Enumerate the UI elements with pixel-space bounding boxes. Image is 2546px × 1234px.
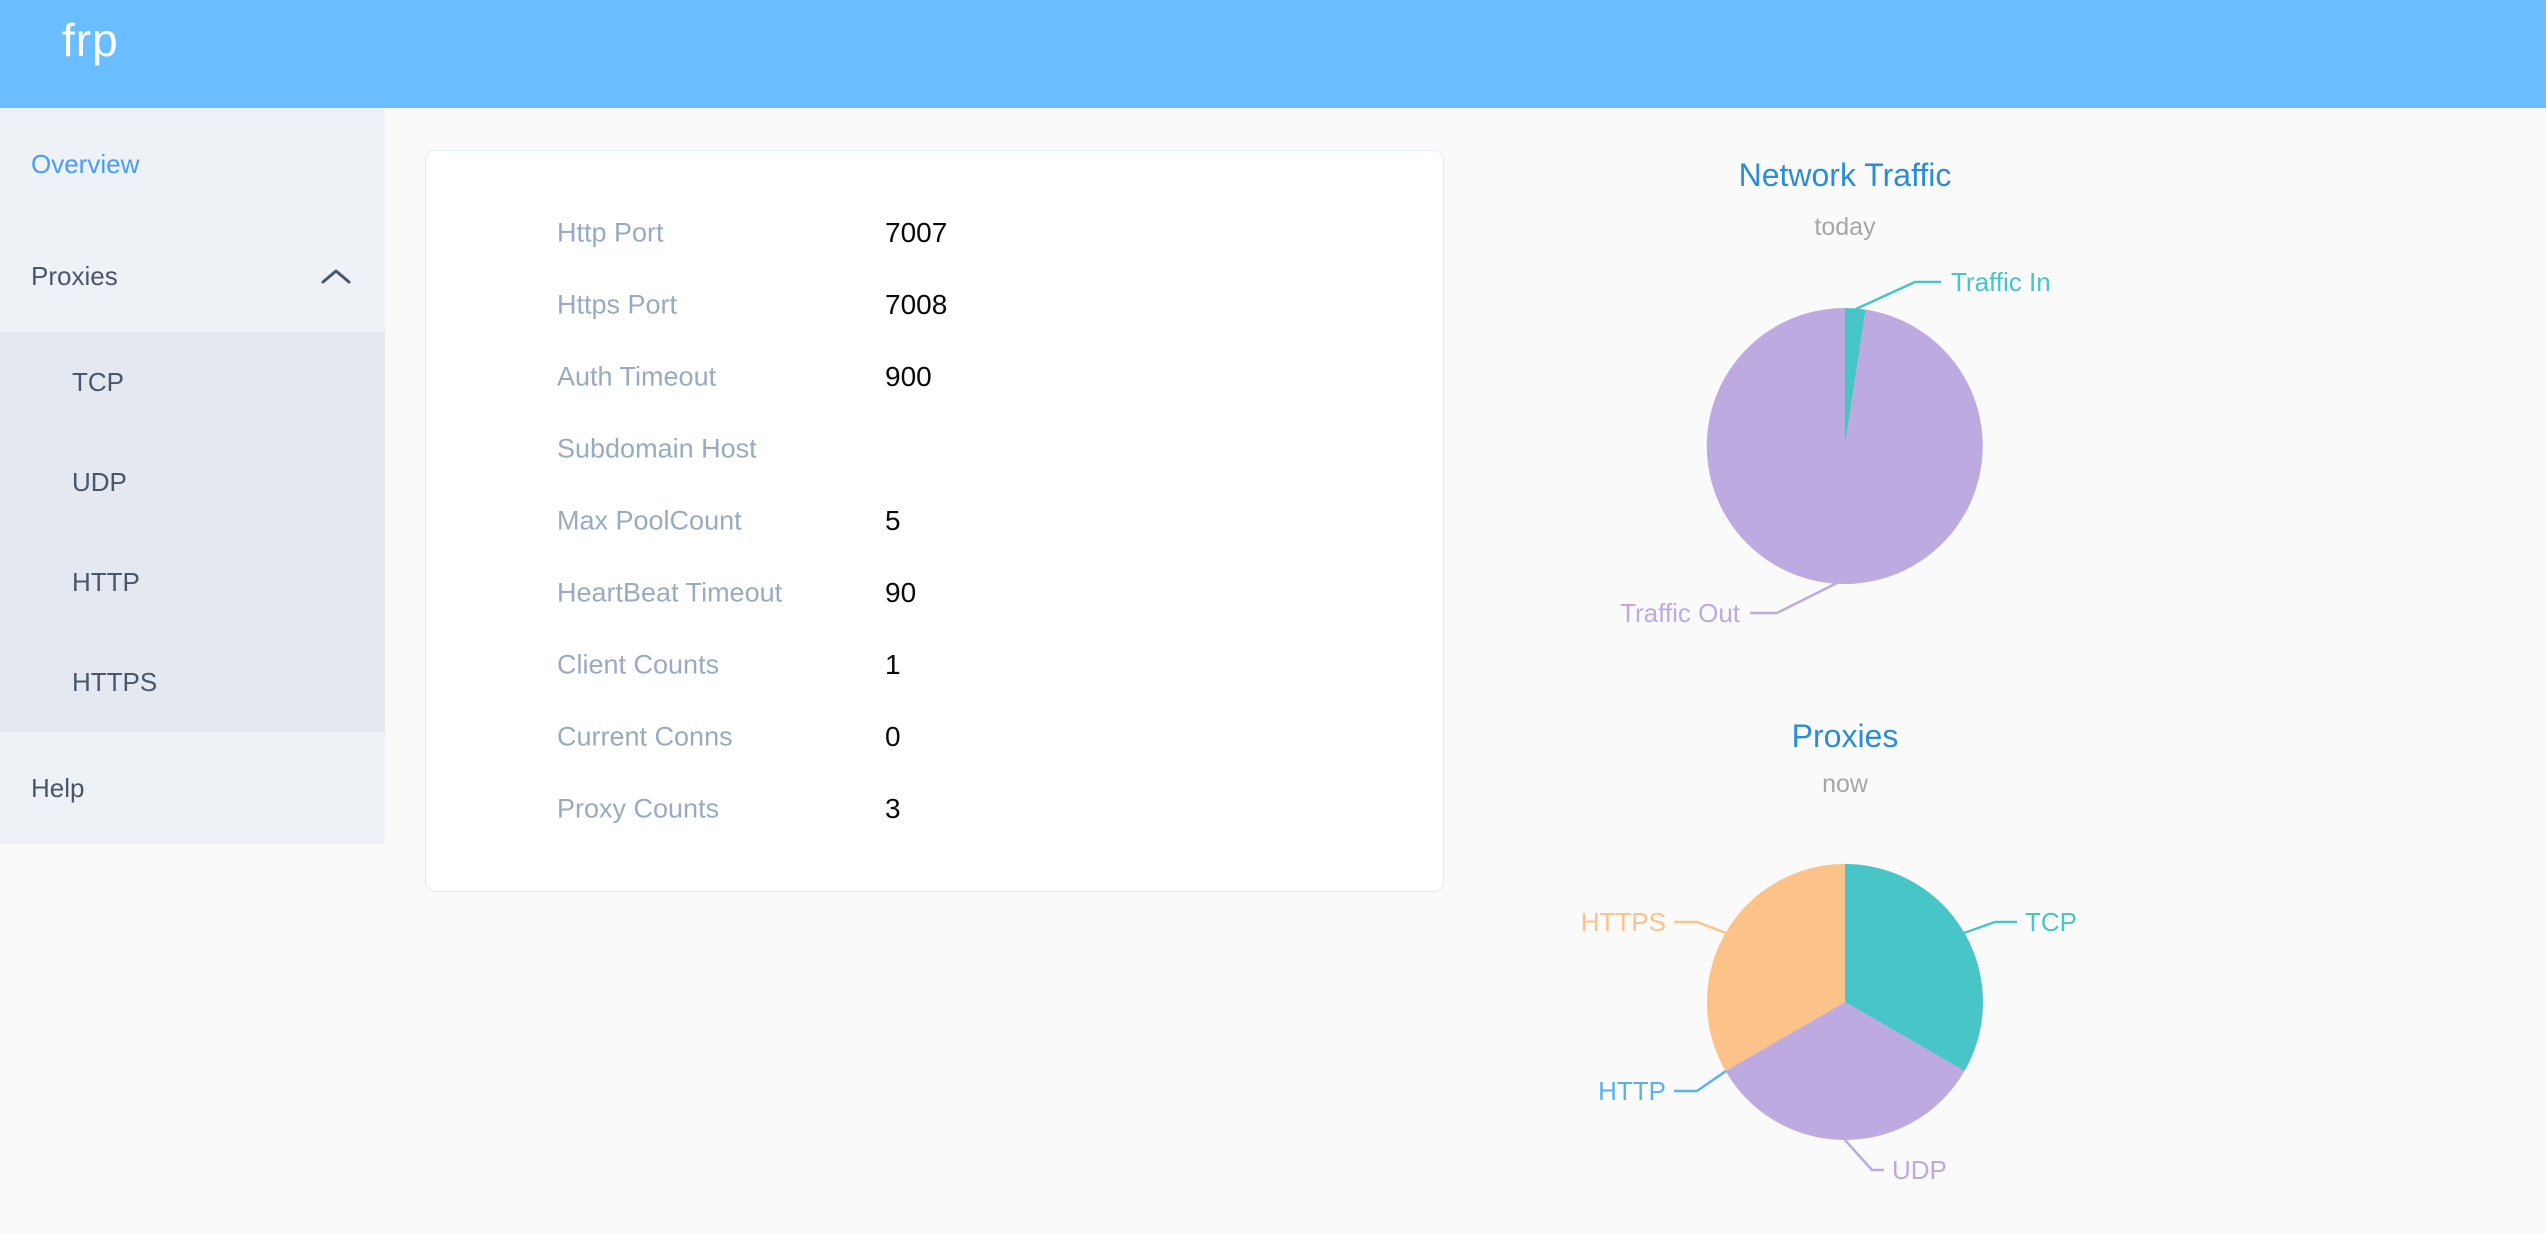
config-value: 3: [885, 793, 901, 824]
sidebar-item-overview[interactable]: Overview: [0, 108, 385, 220]
config-value: 1: [885, 649, 901, 680]
sidebar-item-proxies[interactable]: Proxies: [0, 220, 385, 332]
sidebar-item-label: Overview: [31, 149, 140, 179]
pie-label-tcp: TCP: [2025, 907, 2077, 937]
chart-title: Network Traffic: [1739, 157, 1952, 193]
sidebar-item-help[interactable]: Help: [0, 732, 385, 844]
pie-label-line-tcp: [1963, 920, 2017, 935]
pie-slice-traffic-out[interactable]: [1706, 307, 1983, 584]
pie-label-line-traffic-in: [1855, 280, 1941, 311]
chart-subtitle: today: [1814, 213, 1876, 241]
sidebar-item-udp[interactable]: UDP: [0, 432, 385, 532]
config-label: Max PoolCount: [557, 505, 742, 536]
sidebar-nav: Overview Proxies TCP UDP HTTP HTTPS Help: [0, 108, 385, 844]
config-label: Auth Timeout: [557, 361, 717, 392]
config-value: 90: [885, 577, 917, 608]
chevron-up-icon: [321, 220, 351, 332]
config-value: 0: [885, 721, 901, 752]
config-label: Https Port: [557, 289, 678, 320]
config-row: HeartBeat Timeout 90: [426, 557, 1443, 629]
sidebar-item-label: UDP: [72, 467, 127, 497]
sidebar-item-label: Help: [31, 773, 85, 803]
pie-label-udp: UDP: [1892, 1155, 1947, 1185]
config-row: Current Conns 0: [426, 701, 1443, 773]
server-config-card: Http Port 7007 Https Port 7008 Auth Timeout 9…: [425, 150, 1444, 892]
proxies-chart: Proxies now TCP UDP HTTP HTTPS: [1581, 718, 2077, 1185]
sidebar-item-label: HTTPS: [72, 667, 158, 697]
proxies-submenu: TCP UDP HTTP HTTPS: [0, 332, 385, 732]
pie-label-line-http: [1674, 1069, 1727, 1093]
app-header: frp: [0, 0, 2546, 108]
sidebar-item-label: TCP: [72, 367, 124, 397]
config-row: Proxy Counts 3: [426, 773, 1443, 845]
chart-title: Proxies: [1792, 718, 1899, 754]
sidebar-item-https[interactable]: HTTPS: [0, 632, 385, 732]
sidebar-item-http[interactable]: HTTP: [0, 532, 385, 632]
pie-label-traffic-in: Traffic In: [1951, 267, 2051, 297]
config-value: 5: [885, 505, 901, 536]
network-traffic-chart: Network Traffic today Traffic In Traffic Ou…: [1620, 157, 2051, 628]
config-value: 900: [885, 361, 932, 392]
config-row: Auth Timeout 900: [426, 341, 1443, 413]
pie-label-line-udp: [1844, 1139, 1884, 1172]
chart-subtitle: now: [1822, 770, 1869, 798]
config-label: Subdomain Host: [557, 433, 757, 464]
config-row: Http Port 7007: [426, 197, 1443, 269]
config-value: 7008: [885, 289, 948, 320]
app-logo: frp: [62, 14, 119, 66]
config-label: Proxy Counts: [557, 793, 720, 824]
sidebar-item-tcp[interactable]: TCP: [0, 332, 385, 432]
sidebar-item-label: HTTP: [72, 567, 140, 597]
pie-label-line-https: [1674, 920, 1727, 935]
config-label: Http Port: [557, 217, 664, 248]
pie-slice-udp[interactable]: [1725, 1002, 1965, 1140]
pie-slice-tcp[interactable]: [1845, 864, 1983, 1071]
config-row: Client Counts 1: [426, 629, 1443, 701]
pie-label-http: HTTP: [1598, 1076, 1666, 1106]
pie-label-traffic-out: Traffic Out: [1620, 598, 1741, 628]
sidebar-item-label: Proxies: [31, 261, 118, 291]
config-label: Client Counts: [557, 649, 720, 680]
config-row: Subdomain Host: [426, 413, 1443, 485]
pie-label-line-traffic-out: [1750, 581, 1838, 615]
pie-label-https: HTTPS: [1581, 907, 1666, 937]
pie-slice-https[interactable]: [1707, 864, 1845, 1071]
config-label: HeartBeat Timeout: [557, 577, 783, 608]
config-value: 7007: [885, 217, 948, 248]
config-row: Https Port 7008: [426, 269, 1443, 341]
pie-slice-traffic-in[interactable]: [1845, 308, 1866, 446]
config-row: Max PoolCount 5: [426, 485, 1443, 557]
config-label: Current Conns: [557, 721, 733, 752]
